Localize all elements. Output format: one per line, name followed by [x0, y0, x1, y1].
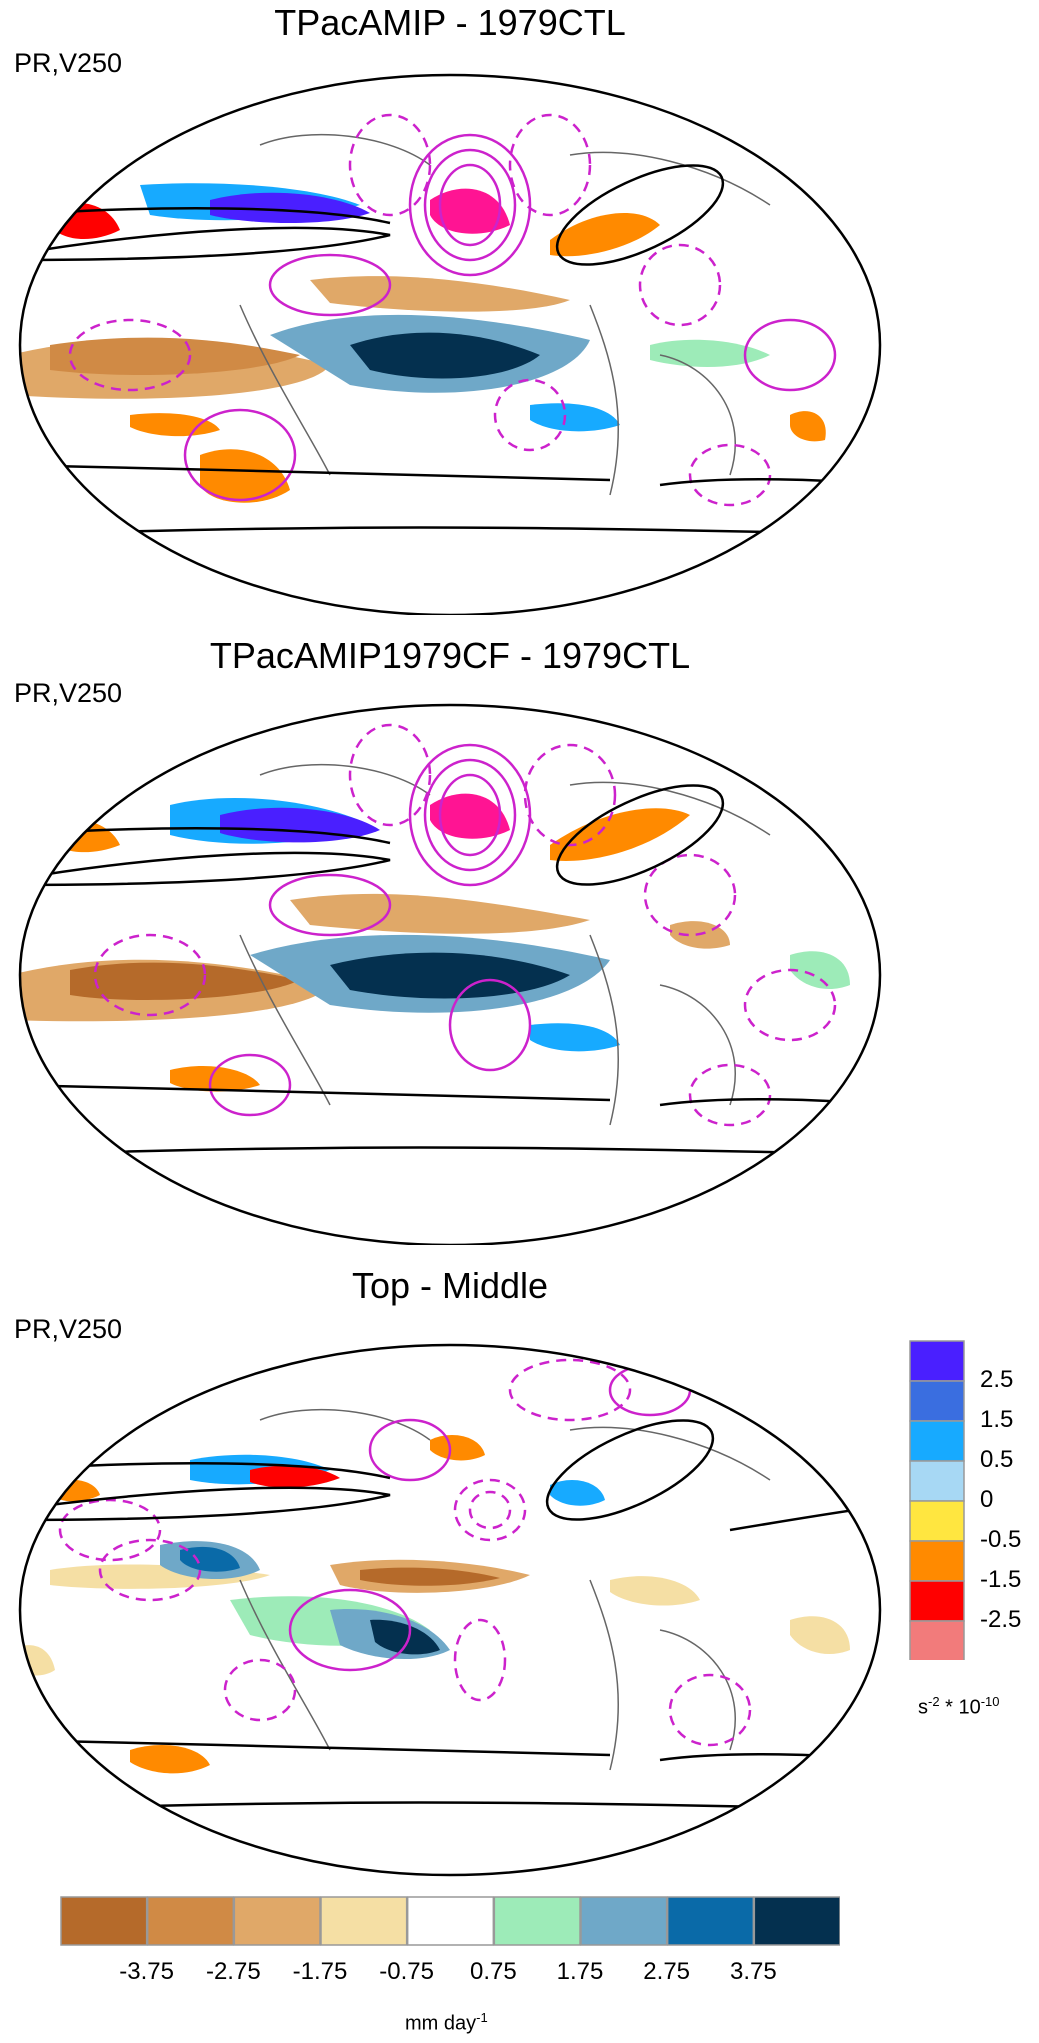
colorbar-swatch: [580, 1896, 668, 1946]
precip-dry-core: [360, 1567, 500, 1586]
precip-dry-region: [790, 1616, 850, 1655]
precip-dry-region: [310, 276, 570, 312]
panel-title: TPacAMIP - 1979CTL: [274, 2, 626, 43]
colorbar-swatch: [909, 1460, 965, 1502]
precip-dry-core: [250, 1465, 340, 1488]
precip-dry-region: [50, 337, 300, 375]
colorbar-swatch: [909, 1620, 965, 1660]
precip-wet-region: [530, 1023, 620, 1052]
colorbar-tick-label: 0: [980, 1486, 994, 1513]
v250-contours: [68, 113, 837, 507]
map-frame: [18, 73, 882, 615]
colorbar-swatch: [909, 1420, 965, 1462]
bottom-colorbar-swatches: [60, 1896, 840, 1946]
precip-wet-core: [350, 332, 540, 379]
precip-wet-core: [180, 1546, 240, 1572]
map-panel-1: [18, 73, 882, 615]
colorbar-tick-label: -2.5: [980, 1606, 1022, 1633]
colorbar-tick-label: -1.5: [980, 1566, 1022, 1593]
precip-dry-region: [550, 808, 690, 861]
precip-dry-region: [610, 1576, 700, 1606]
precip-dry-region: [130, 1745, 210, 1774]
colorbar-tick-label: -1.75: [292, 1958, 348, 1985]
precip-dry-region: [170, 1065, 260, 1092]
contour-cluster: [430, 188, 510, 234]
precip-wet-region: [550, 1480, 605, 1506]
map-panel-3: [18, 1343, 882, 1877]
coastline: [239, 763, 771, 1126]
coastline: [239, 133, 771, 496]
v250-contours: [93, 723, 837, 1127]
precip-wet-region: [790, 951, 850, 990]
colorbar-swatch: [320, 1896, 408, 1946]
colorbar-swatch: [233, 1896, 321, 1946]
colorbar-swatch: [909, 1340, 965, 1382]
precip-wet-region: [530, 403, 620, 432]
colorbar-tick-label: 2.5: [980, 1366, 1014, 1393]
colorbar-tick-label: -2.75: [205, 1958, 261, 1985]
panel-label: PR,V250: [14, 678, 123, 708]
precip-dry-region: [790, 411, 826, 442]
precip-wet-core: [370, 1619, 440, 1655]
precip-wet-region: [650, 339, 770, 367]
precip-wet-core: [210, 192, 370, 223]
colorbar-tick-label: 1.5: [980, 1406, 1014, 1433]
colorbar-tick-label: 0.5: [980, 1446, 1014, 1473]
colorbar-swatch: [406, 1896, 495, 1946]
colorbar-swatch: [666, 1896, 755, 1946]
colorbar-tick-label: 1.75: [556, 1958, 604, 1985]
bottom-colorbar-units: mm day-1: [405, 2010, 488, 2035]
colorbar-swatch: [909, 1540, 965, 1582]
colorbar-tick-label: -0.75: [379, 1958, 434, 1985]
colorbar-swatch: [909, 1500, 965, 1542]
precip-dry-region: [130, 413, 220, 437]
map-frame: [18, 1343, 882, 1877]
panel-label: PR,V250: [14, 1314, 123, 1344]
colorbar-tick-label: 3.75: [729, 1958, 777, 1985]
right-colorbar-swatches: [909, 1340, 965, 1660]
v250-contours: [58, 1358, 752, 1747]
precip-dry-region: [290, 893, 590, 934]
panel-title: Top - Middle: [351, 1265, 549, 1306]
colorbar-swatch: [493, 1896, 581, 1946]
coastline: [239, 1408, 771, 1771]
precip-dry-region: [200, 449, 290, 503]
colorbar-tick-label: 0.75: [469, 1958, 517, 1985]
map-frame: [18, 703, 882, 1245]
contour-cluster: [430, 793, 510, 839]
colorbar-tick-label: -3.75: [119, 1958, 174, 1985]
colorbar-swatch: [909, 1580, 965, 1622]
colorbar-swatch: [753, 1896, 840, 1946]
panel-title: TPacAMIP1979CF - 1979CTL: [209, 635, 691, 676]
colorbar-swatch: [146, 1896, 235, 1946]
right-colorbar-units: s-2 * 10-10: [918, 1694, 1000, 1719]
map-panel-2: [18, 703, 882, 1245]
colorbar-swatch: [60, 1896, 148, 1946]
colorbar-tick-label: 2.75: [643, 1958, 691, 1985]
panel-label: PR,V250: [14, 48, 123, 78]
precip-dry-region: [430, 1435, 485, 1461]
precip-dry-region: [550, 213, 660, 257]
colorbar-swatch: [909, 1380, 965, 1422]
colorbar-tick-label: -0.5: [980, 1526, 1022, 1553]
precip-dry-core: [70, 962, 300, 1000]
